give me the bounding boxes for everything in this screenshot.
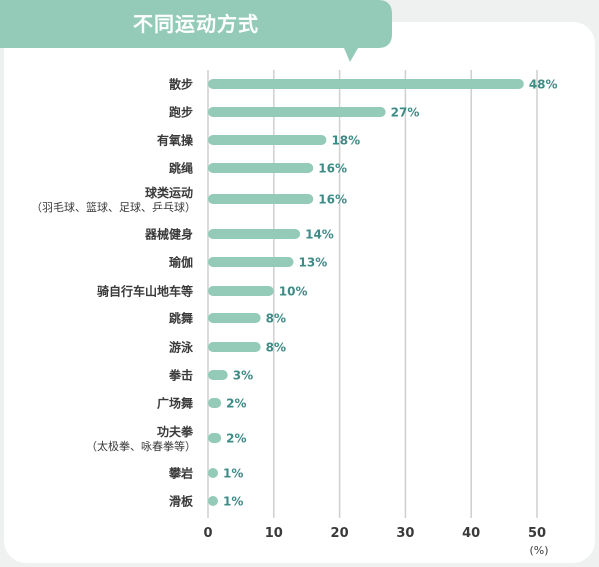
category-label: 滑板 (169, 494, 194, 509)
value-label: 2% (226, 432, 246, 446)
category-label: 跳绳 (169, 161, 193, 176)
value-label: 16% (318, 193, 347, 207)
value-label: 14% (305, 228, 334, 242)
bar (208, 398, 222, 408)
value-label: 3% (233, 369, 253, 383)
title-bubble-shape (0, 0, 392, 62)
label-layer: 0 10 20 30 40 5048%散步27%跑步18%有氧操16%跳绳16%球类运动（… (31, 77, 558, 542)
chart-title: 不同运动方式 (133, 12, 259, 36)
value-label: 8% (266, 341, 286, 355)
bar (208, 107, 386, 117)
x-tick-label: 10 (265, 526, 283, 541)
category-sublabel: （太极拳、咏春拳等） (86, 439, 196, 453)
category-label: 跳舞 (169, 311, 193, 326)
bar (208, 433, 222, 443)
bar (208, 229, 301, 239)
category-label: 器械健身 (144, 227, 193, 242)
title-bubble (0, 0, 392, 62)
value-label: 16% (318, 162, 347, 176)
bar (208, 468, 218, 478)
category-label: 拳击 (168, 368, 193, 383)
value-label: 1% (223, 467, 243, 481)
value-label: 48% (529, 78, 558, 92)
category-label: 广场舞 (157, 396, 193, 411)
category-label: 跑步 (169, 105, 193, 120)
x-tick-label: 20 (331, 526, 349, 541)
category-label: 游泳 (169, 340, 194, 355)
bar (208, 286, 274, 296)
bar (208, 313, 261, 323)
category-label: 球类运动 (145, 185, 193, 200)
bar (208, 370, 228, 380)
bar (208, 257, 294, 267)
value-label: 13% (299, 256, 328, 270)
bar-layer (208, 79, 524, 506)
category-label: 散步 (169, 77, 193, 92)
category-sublabel: （羽毛球、篮球、足球、乒乓球） (31, 200, 196, 214)
value-label: 2% (226, 397, 246, 411)
bar (208, 79, 524, 89)
value-label: 10% (279, 285, 308, 299)
x-tick-label: 50 (528, 526, 546, 541)
bar (208, 163, 314, 173)
category-label: 骑自行车山地车等 (97, 284, 193, 299)
bar (208, 194, 314, 204)
value-label: 1% (223, 495, 243, 509)
x-tick-label: 30 (396, 526, 414, 541)
category-label: 有氧操 (157, 133, 194, 148)
value-label: 8% (266, 312, 286, 326)
x-tick-label: 40 (462, 526, 480, 541)
x-axis-unit: (%) (529, 544, 548, 557)
bar (208, 135, 327, 145)
category-label: 功夫拳 (157, 424, 194, 439)
value-label: 27% (391, 106, 420, 120)
bar (208, 496, 218, 506)
category-label: 攀岩 (169, 466, 193, 481)
value-label: 18% (331, 134, 360, 148)
x-tick-label: 0 (203, 526, 212, 541)
bar (208, 342, 261, 352)
category-label: 瑜伽 (169, 255, 193, 270)
